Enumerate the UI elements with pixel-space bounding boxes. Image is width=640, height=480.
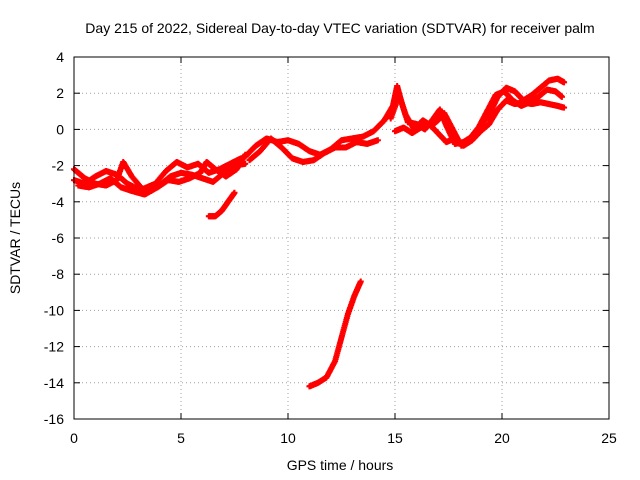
y-tick-label: -14 bbox=[44, 375, 64, 391]
data-point bbox=[231, 189, 238, 196]
y-tick-label: -2 bbox=[52, 158, 65, 174]
x-tick-label: 0 bbox=[70, 430, 78, 446]
data-point bbox=[558, 93, 565, 100]
grid-layer bbox=[74, 57, 609, 419]
x-axis-label: GPS time / hours bbox=[287, 457, 394, 473]
series-track-g bbox=[306, 278, 364, 390]
x-tick-label: 25 bbox=[601, 430, 617, 446]
y-tick-label: -6 bbox=[52, 230, 65, 246]
series-track-c bbox=[75, 151, 249, 198]
data-point bbox=[561, 104, 568, 111]
x-tick-label: 5 bbox=[177, 430, 185, 446]
y-tick-label: -4 bbox=[52, 194, 65, 210]
series-track-f bbox=[246, 135, 381, 165]
x-tick-label: 20 bbox=[494, 430, 510, 446]
x-tick-label: 15 bbox=[387, 430, 403, 446]
y-tick-label: 0 bbox=[56, 121, 64, 137]
chart-title: Day 215 of 2022, Sidereal Day-to-day VTE… bbox=[85, 20, 594, 36]
series-track-j bbox=[392, 97, 568, 149]
y-tick-label: -10 bbox=[44, 302, 64, 318]
data-point bbox=[374, 137, 381, 144]
y-tick-label: -8 bbox=[52, 266, 65, 282]
series-track-d bbox=[205, 189, 238, 220]
data-point bbox=[561, 79, 568, 86]
y-axis-label: SDTVAR / TECUs bbox=[7, 182, 23, 294]
y-tick-label: -12 bbox=[44, 339, 64, 355]
series-track-e bbox=[242, 117, 388, 160]
data-layer bbox=[71, 75, 568, 390]
x-tick-label: 10 bbox=[280, 430, 296, 446]
y-tick-label: 2 bbox=[56, 85, 64, 101]
data-point bbox=[357, 278, 364, 285]
y-tick-label: 4 bbox=[56, 49, 64, 65]
y-tick-label: -16 bbox=[44, 411, 64, 427]
